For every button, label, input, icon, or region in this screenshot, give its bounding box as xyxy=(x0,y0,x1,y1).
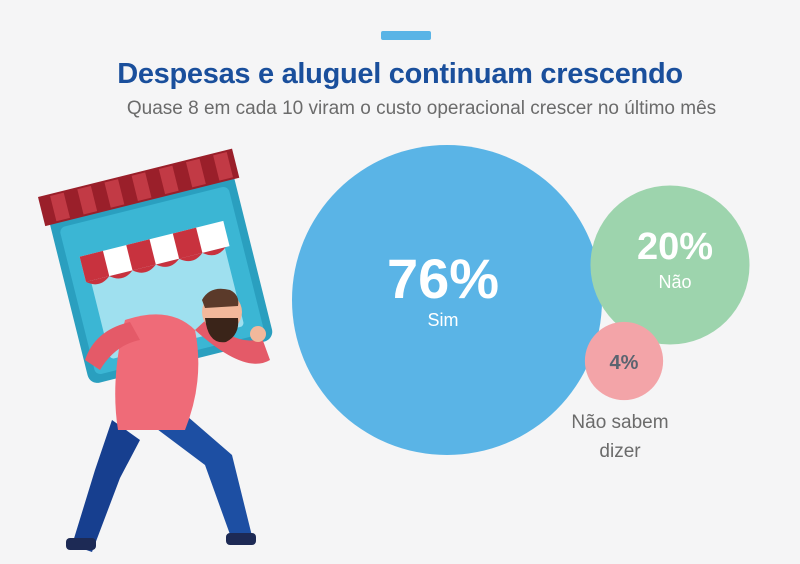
category-label-nao-sabem-line1: Não sabem xyxy=(571,412,668,433)
value-label-nao-sabem: 4% xyxy=(610,352,639,374)
page-subtitle: Quase 8 em cada 10 viram o custo operaci… xyxy=(126,98,717,119)
category-label-nao-sabem-line2: dizer xyxy=(599,441,641,462)
value-label-nao: 20% xyxy=(637,226,713,268)
page-title: Despesas e aluguel continuam crescendo xyxy=(117,58,683,90)
bubble-nao xyxy=(590,185,750,345)
category-label-sim: Sim xyxy=(428,310,459,330)
value-label-sim: 76% xyxy=(387,247,499,310)
title-accent-bar xyxy=(381,31,431,40)
bubble-sim xyxy=(292,145,602,455)
bubble-nao-sabem xyxy=(584,321,664,401)
category-label-nao: Não xyxy=(658,272,691,292)
